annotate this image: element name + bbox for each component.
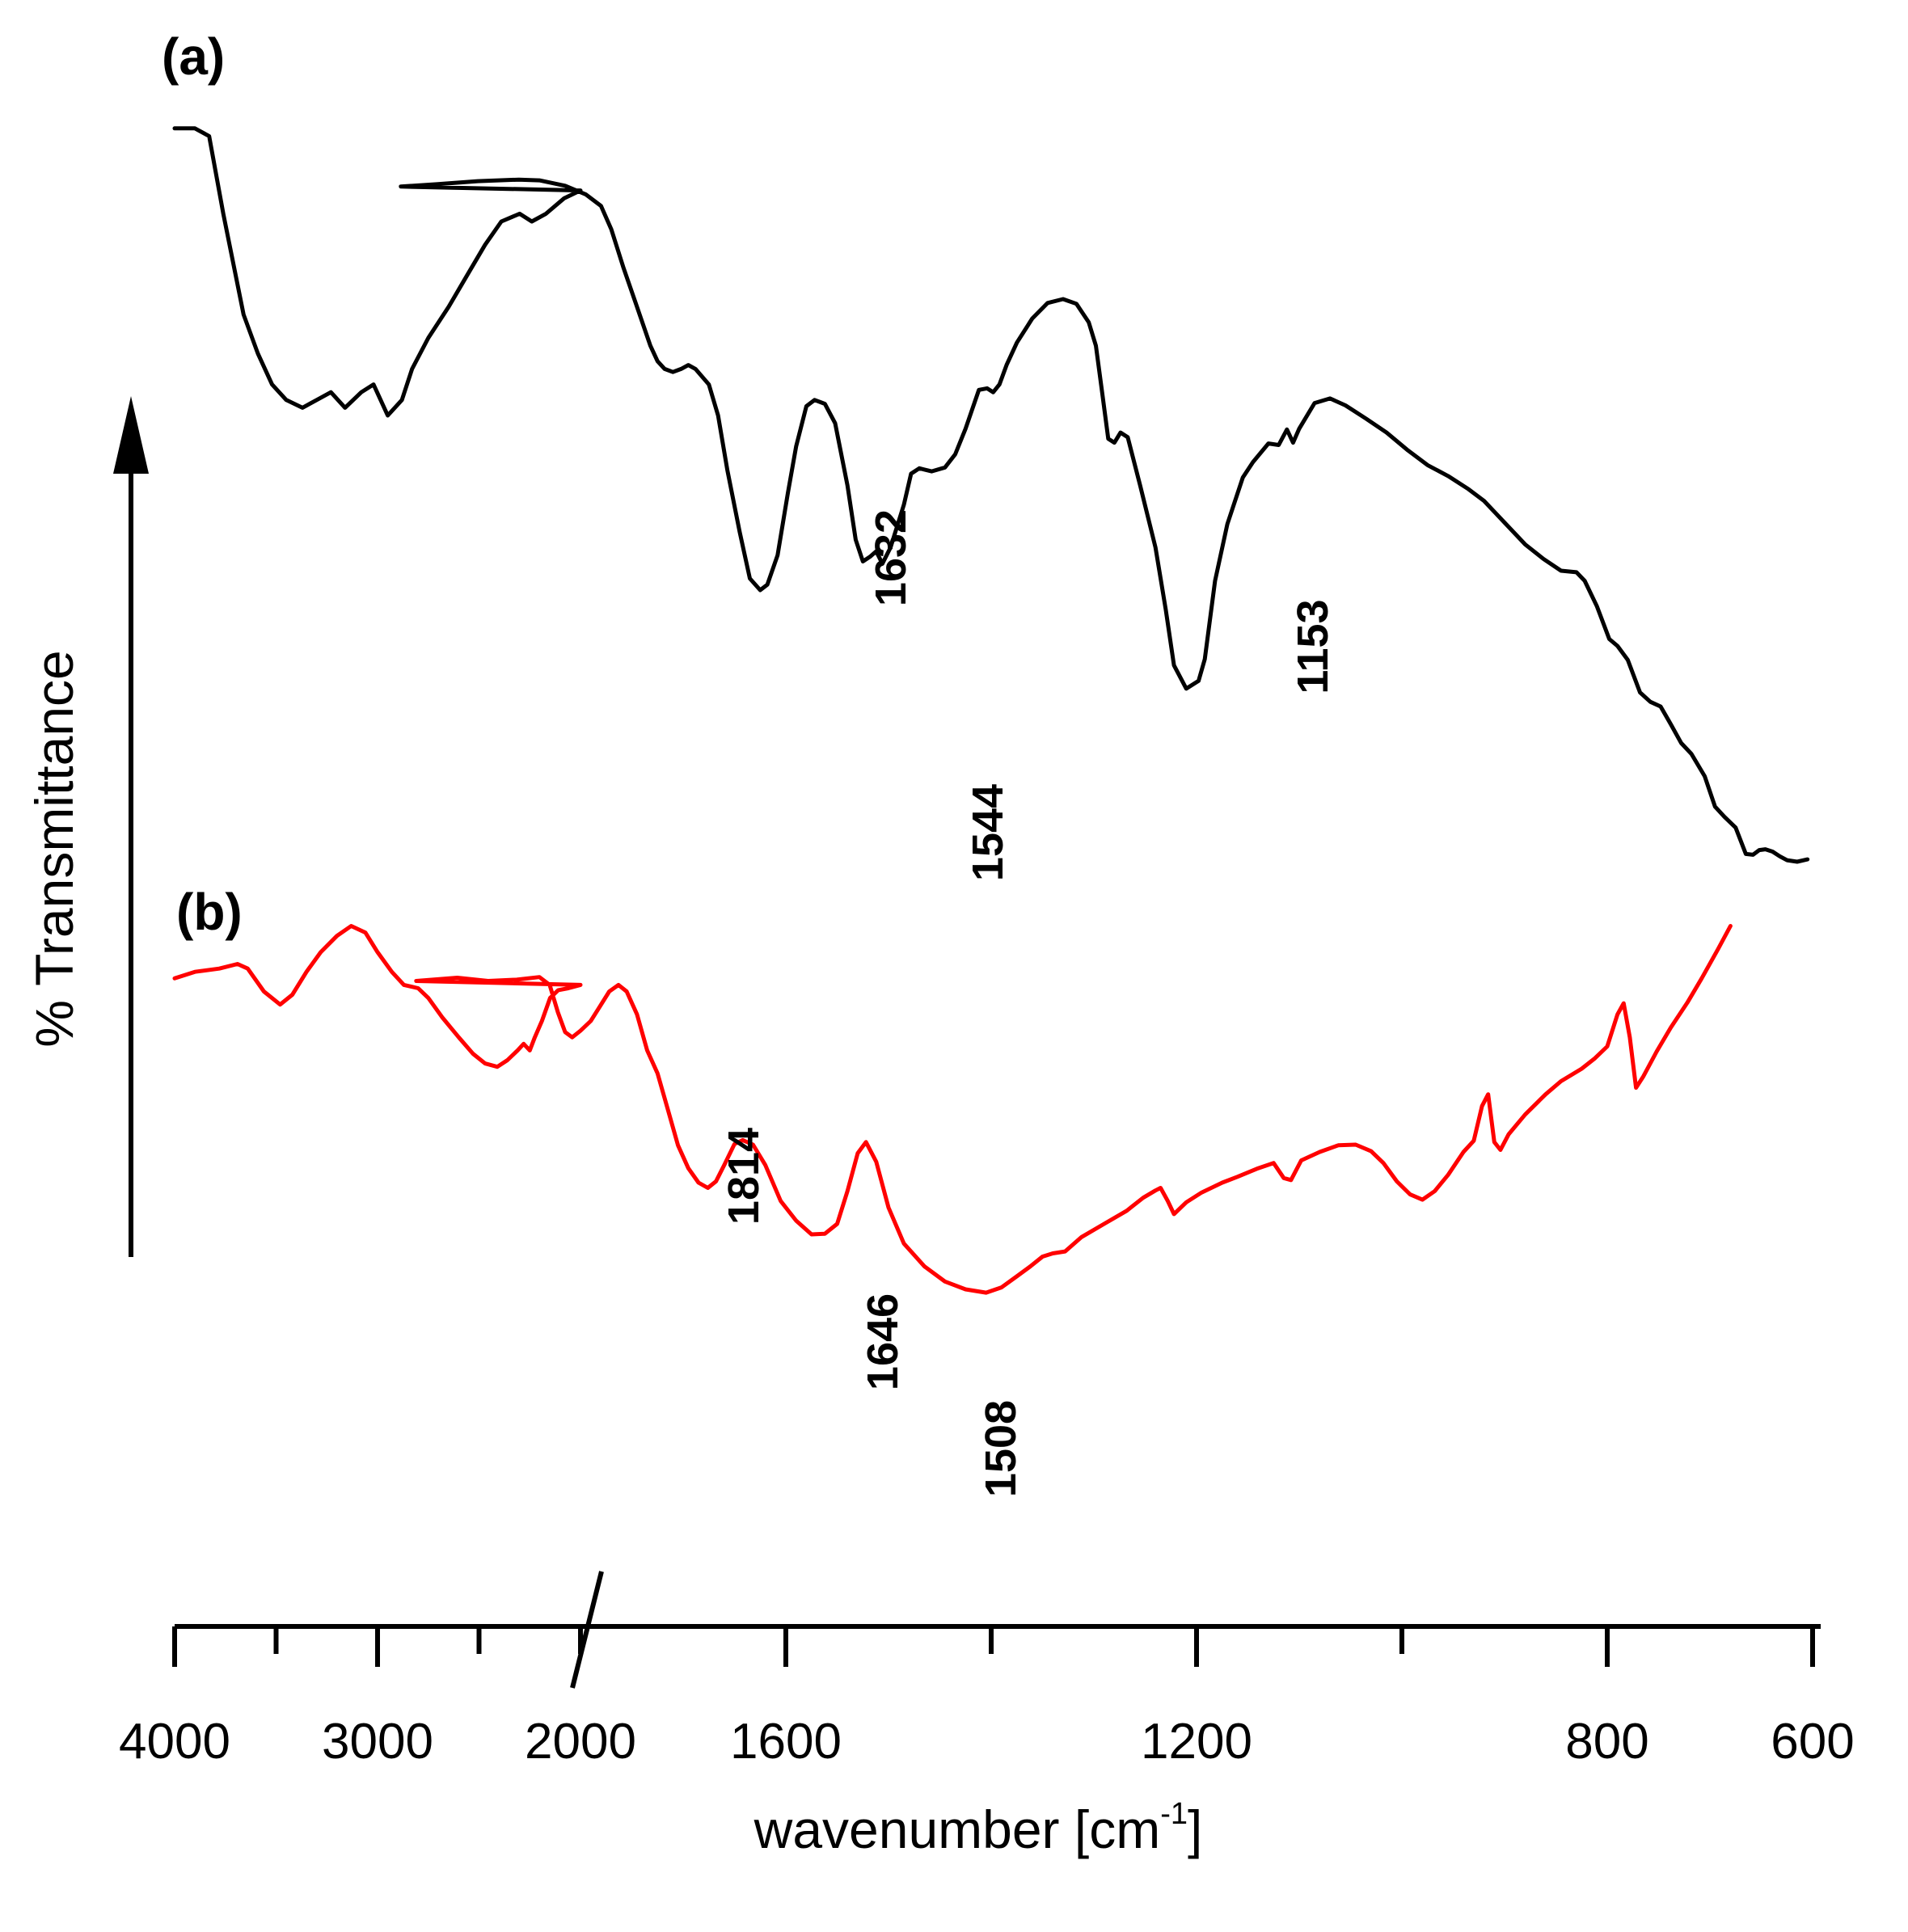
x-tick-label-800: 800	[1565, 1714, 1648, 1770]
panel-label-a: (a)	[162, 27, 225, 86]
x-tick-label-1600: 1600	[730, 1714, 842, 1770]
x-axis-title-close: ]	[1188, 1799, 1202, 1859]
x-tick-label-2000: 2000	[525, 1714, 636, 1770]
panel-label-b: (b)	[176, 883, 243, 941]
x-axis-title-sup: -1	[1160, 1797, 1188, 1831]
series-a-line	[172, 126, 1810, 864]
peak-label-1544: 1544	[964, 784, 1012, 881]
peak-label-1646: 1646	[859, 1293, 907, 1390]
x-tick-label-600: 600	[1771, 1714, 1854, 1770]
peak-label-1632: 1632	[867, 509, 915, 606]
series-b-line	[172, 924, 1733, 1295]
x-tick-label-1200: 1200	[1141, 1714, 1252, 1770]
peak-label-1508: 1508	[977, 1400, 1025, 1497]
x-axis-ticks	[172, 1626, 1815, 1667]
y-axis-arrow-head-icon	[113, 396, 149, 474]
x-tick-label-3000: 3000	[322, 1714, 433, 1770]
x-axis-title: wavenumber [cm-1]	[753, 1797, 1203, 1859]
x-axis-break-mark	[570, 1571, 604, 1689]
x-tick-label-4000: 4000	[119, 1714, 230, 1770]
peak-label-1814: 1814	[720, 1128, 768, 1225]
peak-label-1153: 1153	[1289, 599, 1337, 694]
x-axis-title-main: wavenumber [cm	[753, 1799, 1161, 1859]
y-axis-title: % Transmittance	[24, 650, 84, 1048]
